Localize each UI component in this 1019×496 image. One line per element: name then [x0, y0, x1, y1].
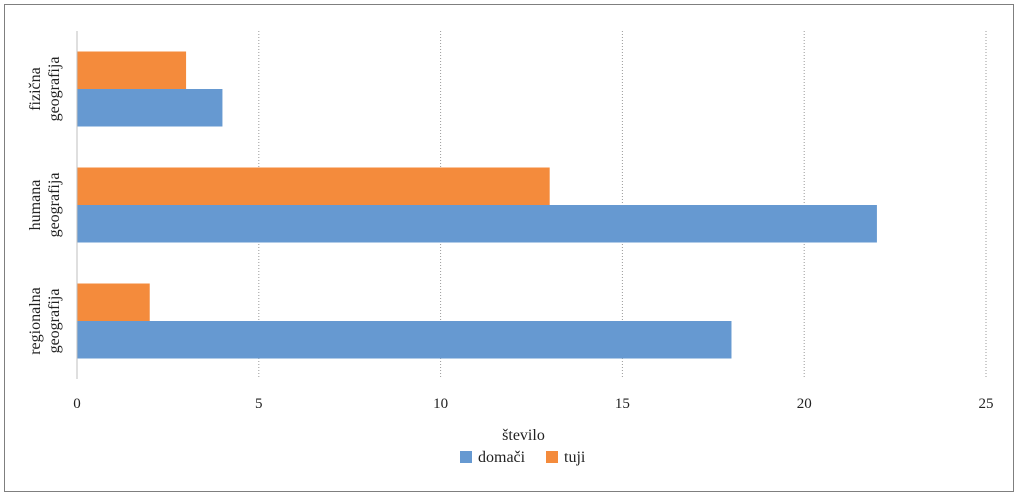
legend: domači tuji	[460, 449, 586, 466]
category-label: fizična geografija	[27, 57, 63, 122]
category-label-line: regionalna	[27, 287, 44, 355]
bar-domaci-1	[77, 205, 877, 243]
category-label: humana geografija	[27, 173, 63, 238]
category-label-text: fizična geografija	[27, 57, 63, 122]
legend-label-tuji: tuji	[564, 449, 586, 466]
legend-label-domaci: domači	[478, 449, 526, 466]
category-label-text: humana geografija	[27, 173, 63, 238]
x-tick-label: 10	[433, 396, 448, 412]
bars	[77, 51, 877, 359]
category-label: regionalna geografija	[27, 287, 63, 355]
legend-swatch-domaci	[460, 451, 472, 463]
bar-domaci-2	[77, 321, 732, 359]
category-label-text: regionalna geografija	[27, 287, 63, 355]
bar-tuji-1	[77, 167, 550, 205]
x-axis-title: število	[502, 427, 545, 444]
bar-tuji-2	[77, 283, 150, 321]
x-tick-label: 25	[979, 396, 994, 412]
legend-swatch-tuji	[546, 451, 558, 463]
category-label-line: geografija	[46, 173, 63, 238]
x-tick-label: 5	[255, 396, 263, 412]
bar-tuji-0	[77, 51, 187, 89]
x-axis: 0 5 10 15 20 25	[73, 31, 994, 412]
x-tick-label: 20	[797, 396, 812, 412]
bar-domaci-0	[77, 89, 223, 127]
category-label-line: geografija	[46, 57, 63, 122]
category-label-line: fizična	[27, 67, 44, 111]
x-tick-label: 0	[73, 396, 81, 412]
category-label-line: geografija	[46, 289, 63, 354]
x-tick-label: 15	[615, 396, 630, 412]
category-label-line: humana	[27, 180, 44, 231]
